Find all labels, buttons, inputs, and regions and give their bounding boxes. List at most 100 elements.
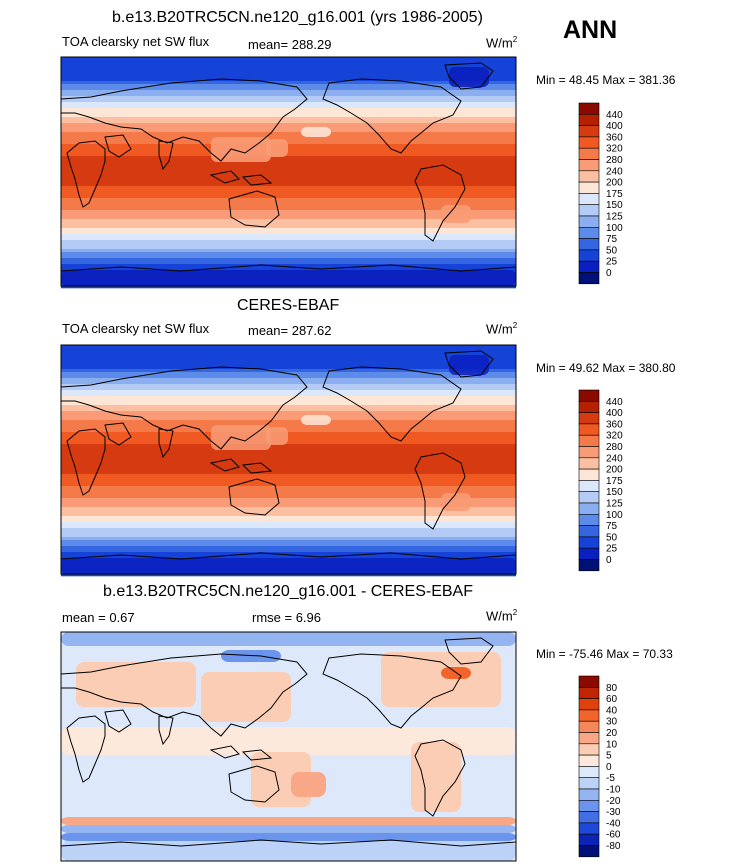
field-band bbox=[61, 507, 516, 511]
coastline bbox=[60, 78, 308, 162]
field-band bbox=[61, 360, 516, 364]
colorbar-box bbox=[578, 698, 600, 711]
field-band bbox=[61, 471, 516, 475]
colorbar-tick-label: 50 bbox=[606, 245, 618, 256]
colorbar-tick-label: -60 bbox=[606, 830, 621, 841]
field-band bbox=[61, 480, 516, 484]
season-label: ANN bbox=[563, 16, 618, 44]
field-band bbox=[61, 147, 516, 151]
colorbar-tick-label: 100 bbox=[606, 223, 623, 234]
coastline bbox=[66, 715, 106, 783]
field-patch bbox=[61, 558, 516, 574]
field-patch bbox=[61, 345, 516, 353]
field-band bbox=[61, 141, 516, 145]
colorbar-box bbox=[578, 272, 600, 285]
field-band bbox=[61, 180, 516, 184]
colorbar-tick-label: 25 bbox=[606, 257, 618, 268]
field-band bbox=[61, 207, 516, 211]
coastline bbox=[60, 366, 308, 450]
field-band bbox=[61, 237, 516, 241]
field-patch bbox=[61, 270, 516, 286]
field-band bbox=[61, 474, 516, 478]
colorbar-tick-label: 75 bbox=[606, 521, 618, 532]
colorbar-box bbox=[578, 147, 600, 160]
colorbar-tick-label: 0 bbox=[606, 555, 612, 566]
colorbar-tick-label: 150 bbox=[606, 200, 623, 211]
field-band bbox=[61, 489, 516, 493]
colorbar-box bbox=[578, 249, 600, 262]
coastline bbox=[228, 765, 280, 803]
field-patch bbox=[441, 205, 471, 223]
coastline bbox=[241, 749, 273, 761]
field-band bbox=[61, 183, 516, 187]
colorbar-box bbox=[578, 536, 600, 549]
colorbar-tick-label: 40 bbox=[606, 705, 618, 716]
field-band bbox=[61, 243, 516, 247]
field-band bbox=[61, 162, 516, 166]
field-patch bbox=[381, 652, 501, 707]
colorbar-box bbox=[578, 468, 600, 481]
field-band bbox=[61, 240, 516, 244]
field-band bbox=[61, 450, 516, 454]
field-band bbox=[61, 123, 516, 127]
colorbar-tick-label: -30 bbox=[606, 807, 621, 818]
field-band bbox=[61, 210, 516, 214]
field-band bbox=[61, 87, 516, 91]
colorbar-box bbox=[578, 136, 600, 149]
colorbar-box bbox=[578, 457, 600, 470]
panel3-mean: mean = 0.67 bbox=[62, 610, 135, 625]
coastline bbox=[241, 462, 273, 474]
colorbar-tick-label: 280 bbox=[606, 442, 623, 453]
field-band bbox=[61, 234, 516, 238]
field-band bbox=[61, 156, 516, 160]
coastline bbox=[241, 174, 273, 186]
colorbar-tick-label: 50 bbox=[606, 532, 618, 543]
coastline bbox=[322, 366, 462, 442]
field-band bbox=[61, 543, 516, 547]
field-band bbox=[61, 438, 516, 442]
colorbar-tick-label: -20 bbox=[606, 796, 621, 807]
coastline bbox=[60, 839, 517, 847]
panel2-minmax: Min = 49.62 Max = 380.80 bbox=[536, 361, 676, 375]
panel2-title: CERES-EBAF bbox=[237, 297, 340, 314]
field-band bbox=[61, 483, 516, 487]
colorbar-box bbox=[578, 720, 600, 733]
field-band bbox=[61, 69, 516, 73]
field-band bbox=[61, 549, 516, 553]
map-panel-diff bbox=[60, 631, 517, 862]
colorbar-tick-label: 360 bbox=[606, 419, 623, 430]
colorbar-tick-label: 100 bbox=[606, 510, 623, 521]
field-band bbox=[61, 519, 516, 523]
field-band bbox=[61, 495, 516, 499]
field-band bbox=[61, 441, 516, 445]
field-band bbox=[61, 414, 516, 418]
field-band bbox=[61, 411, 516, 415]
colorbar-tick-label: -10 bbox=[606, 785, 621, 796]
field-band bbox=[61, 171, 516, 175]
colorbar-box bbox=[578, 743, 600, 756]
field-band bbox=[61, 186, 516, 190]
coastline bbox=[209, 745, 240, 759]
colorbar-box bbox=[578, 170, 600, 183]
colorbar-box bbox=[578, 754, 600, 767]
field-band bbox=[61, 90, 516, 94]
field-band bbox=[61, 93, 516, 97]
field-band bbox=[61, 384, 516, 388]
field-band bbox=[61, 465, 516, 469]
field-band bbox=[61, 498, 516, 502]
map-panel-model bbox=[60, 56, 517, 289]
field-band bbox=[61, 267, 516, 271]
colorbar-box bbox=[578, 491, 600, 504]
field-band bbox=[61, 462, 516, 466]
colorbar-box bbox=[578, 480, 600, 493]
colorbar-tick-label: 125 bbox=[606, 499, 623, 510]
colorbar-box bbox=[578, 423, 600, 436]
field-band bbox=[61, 540, 516, 544]
field-band bbox=[61, 432, 516, 436]
map-panel-obs bbox=[60, 344, 517, 577]
field-band bbox=[61, 408, 516, 412]
colorbar-box bbox=[578, 389, 600, 402]
field-band bbox=[61, 369, 516, 373]
coastline bbox=[209, 458, 240, 472]
